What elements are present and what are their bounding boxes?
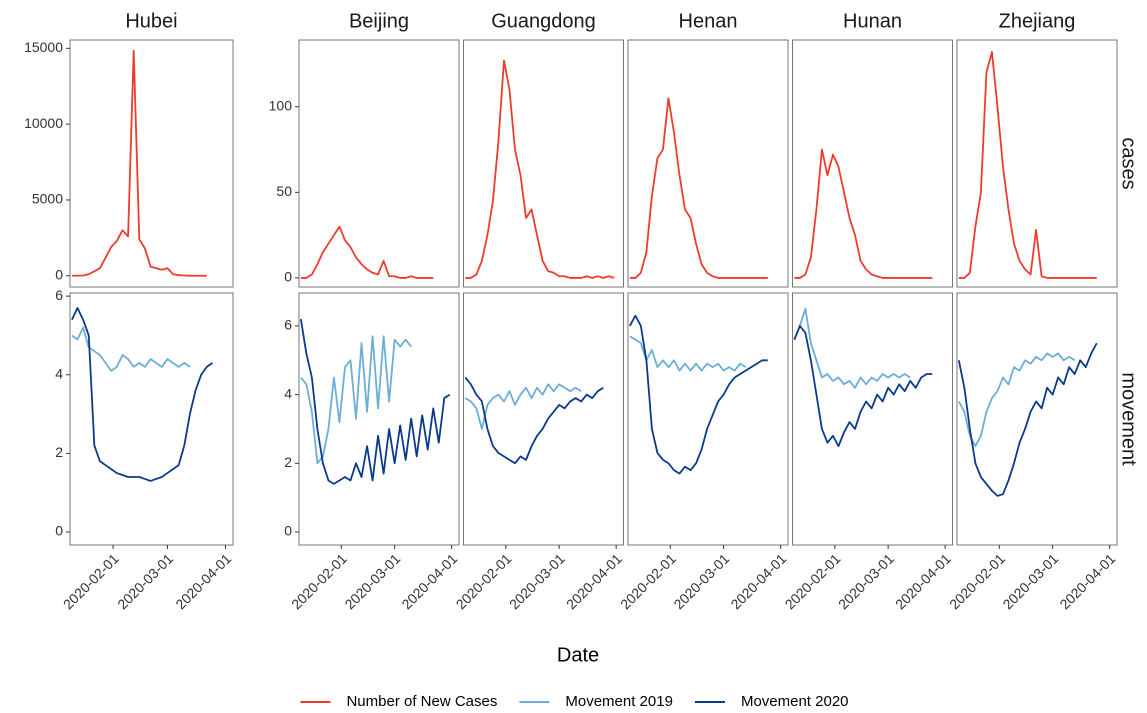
y-tick-label: 4 bbox=[55, 365, 63, 381]
y-tick-label: 0 bbox=[55, 266, 63, 282]
data-line bbox=[629, 97, 768, 279]
y-tick-label: 0 bbox=[284, 269, 292, 285]
data-line bbox=[793, 325, 933, 448]
panel-border bbox=[298, 292, 460, 546]
panel-border bbox=[69, 39, 234, 288]
data-line bbox=[629, 314, 768, 475]
data-line bbox=[465, 59, 615, 279]
facet-title: Zhejiang bbox=[999, 10, 1076, 32]
data-line bbox=[464, 376, 604, 465]
y-tick-label: 15000 bbox=[24, 39, 63, 55]
panel-border bbox=[627, 39, 789, 288]
y-tick-label: 6 bbox=[284, 317, 292, 333]
y-tick-label: 0 bbox=[284, 523, 292, 539]
y-tick-label: 50 bbox=[276, 183, 292, 199]
data-line bbox=[794, 148, 933, 279]
legend: Number of New Cases Movement 2019 Movement… bbox=[300, 693, 849, 710]
panel-border bbox=[298, 39, 460, 288]
facet-title: Beijing bbox=[349, 10, 409, 32]
panel-border bbox=[69, 292, 234, 546]
facet-title: Hunan bbox=[843, 10, 902, 32]
data-line bbox=[629, 335, 747, 372]
facet-title: Hubei bbox=[125, 10, 177, 32]
data-line bbox=[958, 51, 1097, 279]
panel-border bbox=[956, 39, 1118, 288]
y-tick-label: 2 bbox=[55, 444, 63, 460]
y-tick-label: 0 bbox=[55, 523, 63, 539]
x-axis-title: Date bbox=[557, 644, 599, 666]
facet-title: Guangdong bbox=[491, 10, 596, 32]
y-tick-label: 6 bbox=[55, 287, 63, 303]
data-line bbox=[71, 49, 207, 277]
data-line bbox=[958, 352, 1076, 448]
y-tick-label: 2 bbox=[284, 454, 292, 470]
data-line bbox=[71, 307, 213, 482]
data-line bbox=[299, 318, 451, 485]
legend-label: Movement 2020 bbox=[741, 693, 849, 710]
row-strip: cases bbox=[1118, 137, 1140, 189]
row-strip: movement bbox=[1118, 372, 1140, 466]
panel-border bbox=[627, 292, 789, 546]
panel-border bbox=[956, 292, 1118, 546]
data-line bbox=[71, 326, 191, 372]
y-tick-label: 100 bbox=[269, 97, 293, 113]
legend-label: Number of New Cases bbox=[346, 693, 497, 710]
data-line bbox=[793, 307, 911, 389]
data-line bbox=[300, 335, 412, 465]
data-line bbox=[957, 342, 1098, 497]
y-tick-label: 10000 bbox=[24, 115, 63, 131]
panel-border bbox=[463, 292, 624, 546]
legend-label: Movement 2019 bbox=[565, 693, 673, 710]
facet-title: Henan bbox=[679, 10, 738, 32]
data-line bbox=[300, 225, 434, 279]
y-tick-label: 5000 bbox=[32, 191, 63, 207]
panel-border bbox=[463, 39, 624, 288]
panel-border bbox=[792, 292, 953, 546]
y-tick-label: 4 bbox=[284, 385, 292, 401]
panel-border bbox=[792, 39, 953, 288]
